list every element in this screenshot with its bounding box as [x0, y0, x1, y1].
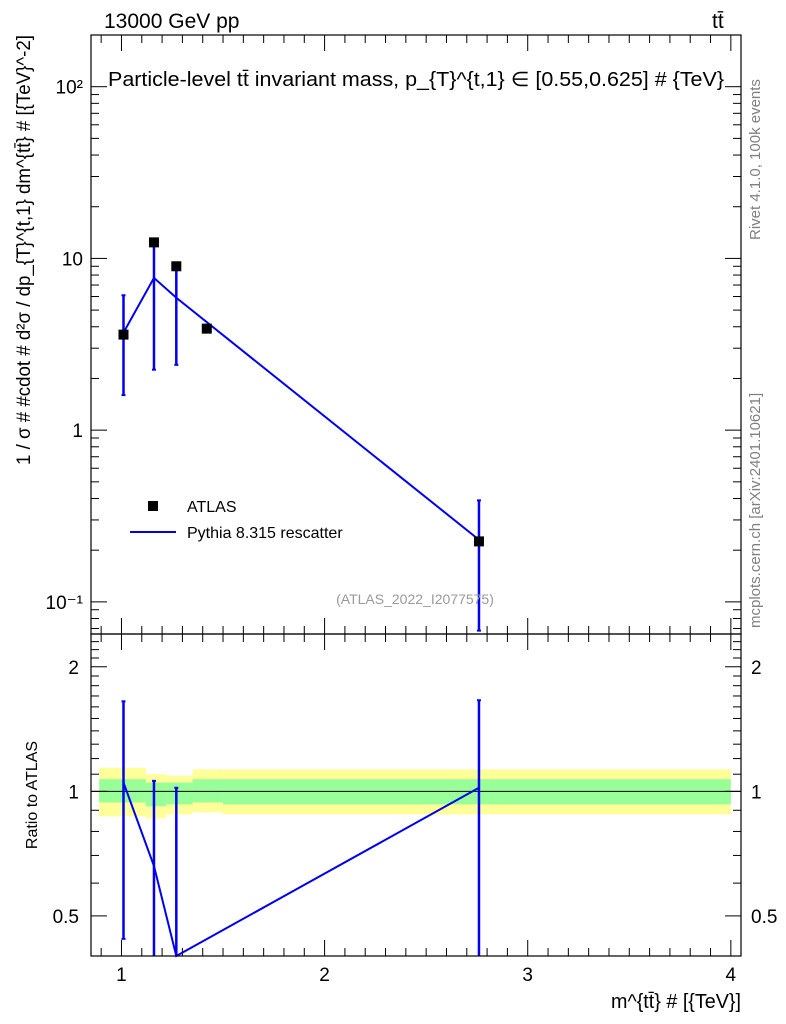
ratio-y-tick-label: 0.5	[53, 907, 79, 928]
main-y-axis-label: 1 / σ # #cdot # d²σ / dp_{T}^{t,1} dm^{t…	[14, 35, 35, 465]
ratio-y-tick-label: 2	[68, 658, 79, 679]
atlas-data-point	[473, 536, 484, 547]
source-label: mcplots.cern.ch [arXiv:2401.10621]	[747, 393, 764, 628]
x-tick-label: 2	[319, 965, 330, 986]
pythia-line	[122, 276, 480, 541]
x-axis-label: m^{tt̄} # [{TeV}]	[611, 991, 741, 1013]
main-panel: 10⁻¹ 1 10 10²	[46, 34, 741, 634]
main-y-tick-label: 10⁻¹	[46, 593, 84, 614]
legend-pythia-label: Pythia 8.315 rescatter	[187, 525, 343, 542]
atlas-data-point	[171, 261, 182, 272]
atlas-data-point	[201, 323, 212, 334]
chart-title: Particle-level tt̄ invariant mass, p_{T}…	[108, 69, 724, 91]
process-label: tt̄	[712, 10, 724, 33]
analysis-watermark: (ATLAS_2022_I2077575)	[336, 591, 494, 607]
x-tick-label: 1	[116, 965, 127, 986]
legend-atlas-marker	[148, 501, 158, 511]
x-tick-label: 3	[522, 965, 533, 986]
main-y-tick-label: 10²	[56, 78, 83, 99]
ratio-frame	[90, 633, 742, 957]
atlas-data-point	[118, 329, 129, 340]
ratio-y-tick-label-right: 0.5	[751, 907, 777, 928]
main-frame	[90, 34, 742, 635]
main-y-tick-label: 1	[72, 421, 83, 442]
ratio-y-tick-label-right: 1	[751, 782, 762, 803]
main-y-tick-label: 10	[62, 249, 83, 270]
atlas-data-point	[148, 237, 159, 248]
ratio-y-axis-label: Ratio to ATLAS	[24, 741, 41, 849]
legend: ATLAS Pythia 8.315 rescatter	[130, 499, 343, 542]
ratio-inner-band	[166, 782, 193, 805]
ratio-panel: 1 2 3 4 0.5 0.5 1 1 2 2	[53, 633, 777, 986]
ratio-y-tick-label: 1	[68, 782, 79, 803]
legend-atlas-label: ATLAS	[187, 499, 237, 516]
ratio-pythia-line	[122, 782, 480, 958]
ratio-y-tick-label-right: 2	[751, 658, 762, 679]
rivet-label: Rivet 4.1.0, 100k events	[747, 79, 764, 240]
ratio-inner-band	[145, 782, 167, 807]
x-tick-label: 4	[726, 965, 737, 986]
ratio-inner-band	[192, 779, 224, 803]
energy-label: 13000 GeV pp	[104, 10, 239, 33]
